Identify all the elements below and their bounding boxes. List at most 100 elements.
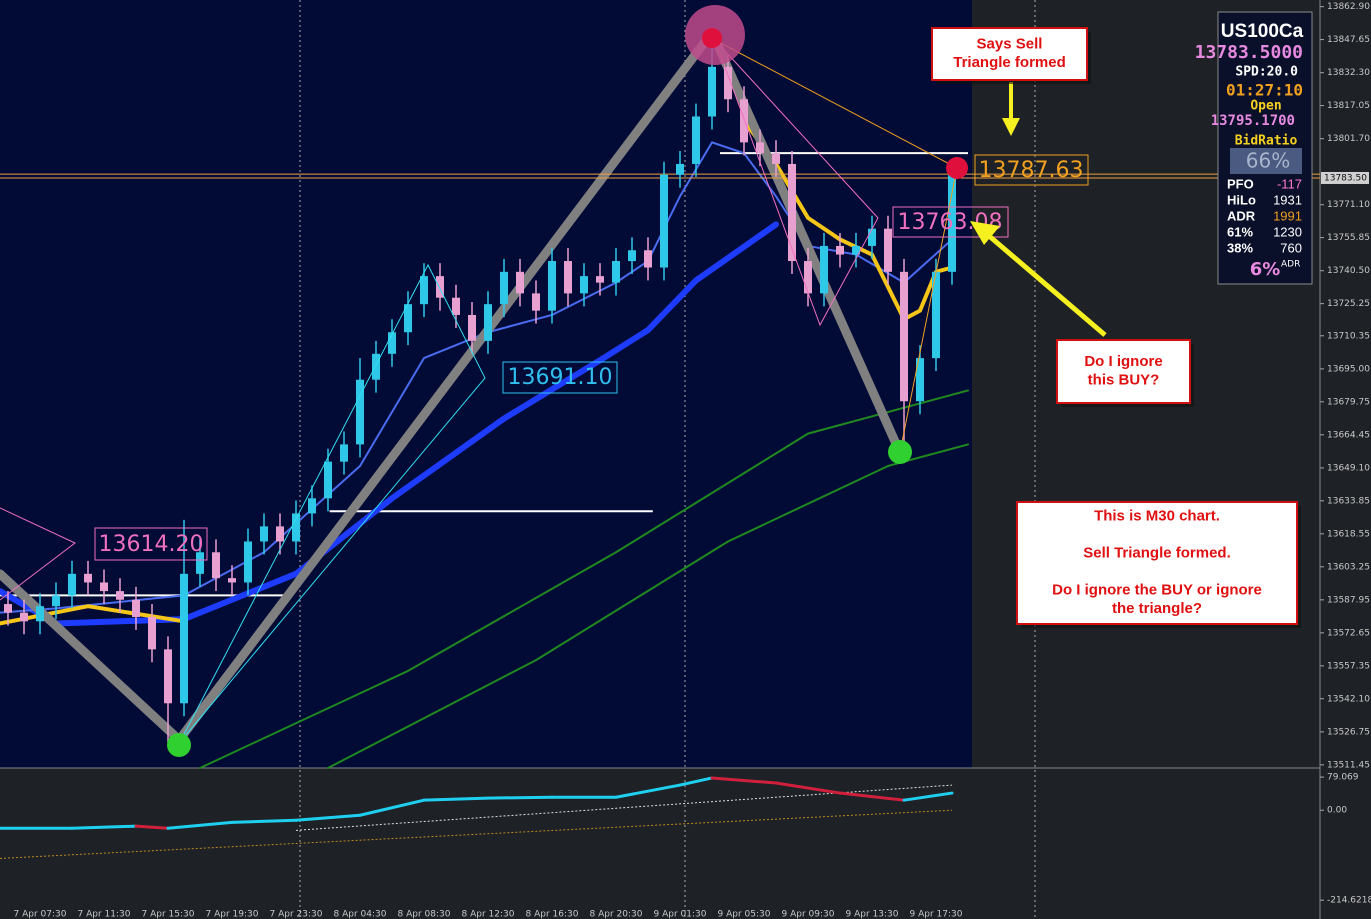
price-label: 13783.50 bbox=[1324, 173, 1367, 183]
y-tick-label: 13817.05 bbox=[1327, 101, 1370, 111]
candle-body bbox=[388, 332, 396, 354]
candle-body bbox=[628, 250, 636, 262]
arrow-head bbox=[970, 221, 1000, 245]
x-tick-label: 7 Apr 23:30 bbox=[270, 910, 323, 919]
arrows bbox=[970, 82, 1107, 337]
panel-row-value: 1931 bbox=[1273, 192, 1302, 207]
y-tick-label: 13587.95 bbox=[1327, 595, 1370, 605]
y-tick-label: 13603.25 bbox=[1327, 562, 1370, 572]
oscillator-segment bbox=[422, 796, 490, 802]
indicator-line bbox=[199, 389, 969, 769]
pivot-marker bbox=[888, 440, 912, 464]
candle-body bbox=[116, 591, 124, 600]
candle-body bbox=[692, 116, 700, 164]
oscillator-segment bbox=[838, 791, 906, 802]
candle-body bbox=[228, 578, 236, 583]
arrow-head bbox=[1002, 118, 1020, 136]
candle-body bbox=[212, 552, 220, 579]
spread: SPD:20.0 bbox=[1235, 65, 1298, 80]
adr-sup: ADR bbox=[1281, 260, 1300, 270]
bid-ratio: 66% bbox=[1246, 149, 1290, 173]
candle-body bbox=[500, 271, 508, 305]
y-tick-label: 79.069 bbox=[1327, 773, 1359, 783]
arrow bbox=[986, 233, 1107, 337]
candle-body bbox=[68, 573, 76, 596]
oscillator-segment bbox=[70, 824, 138, 830]
indicator-line bbox=[0, 27, 904, 745]
oscillator-segment bbox=[166, 820, 234, 830]
panel-row-value: 1230 bbox=[1273, 224, 1302, 239]
y-tick-label: 13710.35 bbox=[1327, 331, 1370, 341]
candle-body bbox=[548, 261, 556, 311]
signal-line bbox=[0, 809, 953, 859]
panel-row-label: 38% bbox=[1227, 240, 1253, 255]
candle-body bbox=[948, 174, 956, 272]
candle-body bbox=[84, 573, 92, 583]
y-tick-label: 13633.85 bbox=[1327, 496, 1370, 506]
panel-row-label: 61% bbox=[1227, 224, 1253, 239]
pivot-marker bbox=[946, 157, 968, 179]
oscillator-segment bbox=[774, 781, 842, 795]
candle-body bbox=[756, 142, 764, 154]
callout-text: this BUY? bbox=[1088, 372, 1160, 389]
candle-body bbox=[644, 250, 652, 268]
y-tick-label: 13511.45 bbox=[1327, 760, 1370, 770]
candle-body bbox=[36, 606, 44, 622]
candle-body bbox=[580, 276, 588, 294]
callout-text: Says Sell bbox=[977, 36, 1043, 53]
candle-body bbox=[292, 513, 300, 542]
oscillator-segment bbox=[486, 795, 554, 800]
x-tick-label: 8 Apr 20:30 bbox=[590, 910, 643, 919]
x-tick-label: 8 Apr 04:30 bbox=[334, 910, 387, 919]
panel-row-value: 760 bbox=[1280, 240, 1302, 255]
candle-body bbox=[804, 261, 812, 294]
x-tick-label: 8 Apr 08:30 bbox=[398, 910, 451, 919]
symbol: US100Ca bbox=[1221, 21, 1304, 42]
x-tick-label: 8 Apr 16:30 bbox=[526, 910, 579, 919]
x-tick-label: 9 Apr 17:30 bbox=[910, 910, 963, 919]
panel-row-value: 1991 bbox=[1273, 208, 1302, 223]
candle-body bbox=[596, 276, 604, 283]
candle-body bbox=[452, 297, 460, 315]
callout-text: Do I ignore bbox=[1084, 353, 1162, 370]
candle-body bbox=[868, 228, 876, 246]
y-tick-label: 13832.30 bbox=[1327, 68, 1370, 78]
y-tick-label: 13618.55 bbox=[1327, 529, 1370, 539]
oscillator-segment bbox=[294, 813, 362, 822]
candle-body bbox=[4, 604, 12, 613]
candle-body bbox=[612, 261, 620, 283]
candle-body bbox=[852, 245, 860, 255]
annotation-box bbox=[892, 206, 1009, 238]
x-tick-label: 9 Apr 13:30 bbox=[846, 910, 899, 919]
pivot-marker bbox=[702, 28, 722, 48]
candle-body bbox=[340, 444, 348, 462]
candle-body bbox=[372, 353, 380, 380]
annotation: 13691.10 bbox=[508, 365, 613, 390]
indicator-line bbox=[0, 221, 779, 627]
candle-body bbox=[724, 66, 732, 100]
panel-row-value: -117 bbox=[1277, 176, 1302, 191]
candle-body bbox=[740, 99, 748, 143]
candle-body bbox=[356, 379, 364, 445]
open-price: 13795.1700 bbox=[1211, 113, 1295, 129]
triangle bbox=[179, 263, 486, 743]
x-tick-label: 7 Apr 11:30 bbox=[78, 910, 131, 919]
candle-body bbox=[916, 358, 924, 402]
callout-text: the triangle? bbox=[1112, 600, 1202, 617]
candle-body bbox=[932, 271, 940, 359]
candle-body bbox=[52, 595, 60, 607]
candle-body bbox=[788, 163, 796, 262]
oscillator-segment bbox=[134, 824, 170, 830]
callout-box bbox=[1056, 339, 1191, 404]
triangle-edge bbox=[714, 39, 958, 169]
open-label: Open bbox=[1250, 99, 1281, 114]
oscillator-segment bbox=[678, 776, 714, 787]
x-tick-label: 7 Apr 19:30 bbox=[206, 910, 259, 919]
oscillator-segment bbox=[902, 791, 954, 802]
candle-body bbox=[100, 582, 108, 592]
annotation-box bbox=[502, 361, 618, 394]
triangle bbox=[0, 507, 76, 601]
y-tick-label: 13725.25 bbox=[1327, 299, 1370, 309]
annotation-box bbox=[94, 527, 208, 561]
